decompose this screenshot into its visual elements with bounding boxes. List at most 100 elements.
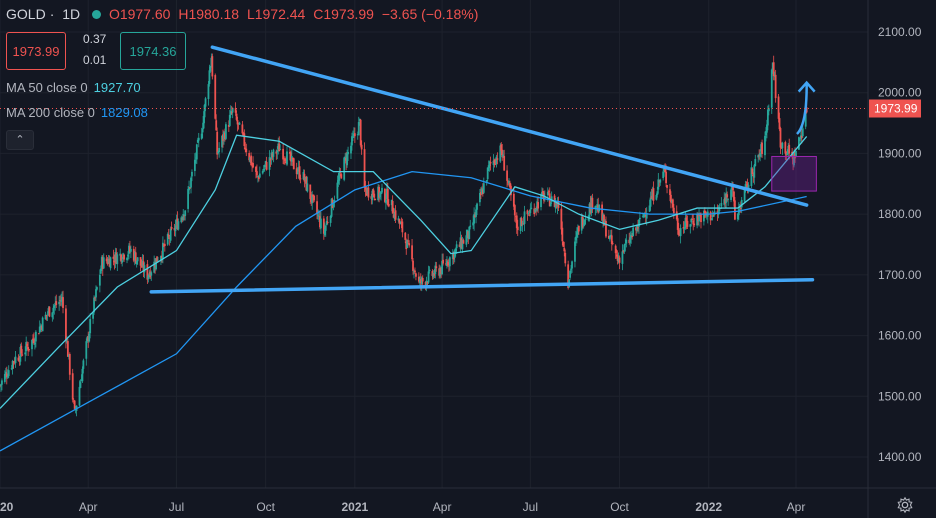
candle-body bbox=[211, 56, 214, 77]
candle-body bbox=[209, 66, 212, 72]
collapse-legend-icon[interactable]: ⌃ bbox=[6, 130, 34, 150]
candle-body bbox=[652, 188, 655, 201]
candle-body bbox=[432, 272, 435, 278]
candle-body bbox=[493, 159, 496, 164]
candle-body bbox=[344, 156, 347, 158]
candle-body bbox=[100, 257, 103, 270]
candle-body bbox=[648, 205, 651, 212]
candle-body bbox=[241, 124, 244, 134]
ma50-legend[interactable]: MA 50 close 0 1927.70 bbox=[6, 80, 141, 95]
candle-body bbox=[452, 252, 455, 260]
candle-body bbox=[309, 184, 312, 199]
candle-body bbox=[530, 207, 533, 209]
candle-body bbox=[366, 187, 369, 194]
candle-body bbox=[774, 74, 777, 99]
candle-body bbox=[451, 252, 454, 259]
candle-body bbox=[378, 186, 380, 198]
candle-body bbox=[187, 188, 189, 209]
candle-body bbox=[72, 400, 75, 402]
candle-body bbox=[711, 214, 714, 218]
candle-body bbox=[337, 180, 340, 184]
candle-body bbox=[54, 302, 57, 306]
candle-body bbox=[115, 252, 118, 264]
order-quantity[interactable]: 0.01 bbox=[83, 53, 107, 67]
candle-body bbox=[319, 216, 321, 228]
buy-button[interactable]: 1974.36 bbox=[120, 32, 186, 70]
candle-body bbox=[736, 213, 739, 220]
candle-body bbox=[284, 158, 286, 161]
ma50-line bbox=[0, 134, 808, 409]
candle-body bbox=[685, 217, 688, 223]
candle-body bbox=[550, 196, 553, 202]
candle-body bbox=[723, 199, 726, 205]
trendline[interactable] bbox=[149, 277, 815, 294]
candle-body bbox=[473, 214, 476, 224]
candle-body bbox=[126, 257, 128, 261]
candle-body bbox=[285, 161, 287, 163]
candle-body bbox=[515, 215, 518, 229]
candle-body bbox=[533, 208, 536, 215]
candle-body bbox=[414, 270, 416, 273]
candle-body bbox=[759, 152, 762, 157]
candle-body bbox=[555, 202, 558, 206]
candle-body bbox=[624, 244, 627, 245]
candle-body bbox=[286, 151, 288, 165]
candle-body bbox=[238, 122, 241, 125]
candle-body bbox=[257, 176, 260, 180]
candle-body bbox=[710, 218, 713, 220]
candle-body bbox=[85, 341, 88, 359]
candle-body bbox=[316, 201, 318, 214]
candle-body bbox=[353, 133, 356, 137]
settings-gear-icon[interactable] bbox=[896, 496, 914, 514]
candle-body bbox=[575, 236, 577, 241]
candle-body bbox=[304, 176, 307, 181]
ma200-legend[interactable]: MA 200 close 0 1829.08 bbox=[6, 105, 148, 120]
candle-body bbox=[603, 215, 605, 226]
candle-body bbox=[560, 208, 563, 230]
candle-body bbox=[177, 221, 180, 230]
candle-body bbox=[352, 133, 355, 137]
candle-body bbox=[622, 250, 625, 252]
interval[interactable]: 1D bbox=[62, 6, 81, 22]
candle-body bbox=[329, 215, 332, 223]
candle-body bbox=[438, 268, 441, 276]
candle-body bbox=[596, 204, 599, 208]
candle-body bbox=[738, 207, 741, 209]
candle-body bbox=[200, 133, 203, 139]
candle-body bbox=[727, 198, 730, 200]
candle-body bbox=[645, 213, 648, 219]
candle-body bbox=[160, 256, 162, 262]
candle-body bbox=[149, 271, 152, 278]
candle-body bbox=[215, 120, 218, 131]
candle-body bbox=[411, 245, 413, 260]
candle-body bbox=[313, 195, 316, 201]
candle-body bbox=[604, 221, 606, 225]
candle-body bbox=[323, 229, 326, 236]
candle-body bbox=[767, 108, 770, 112]
candle-body bbox=[425, 280, 428, 286]
candle-body bbox=[311, 194, 314, 204]
candle-body bbox=[31, 339, 33, 350]
candle-body bbox=[658, 180, 661, 182]
ma200-label: MA 200 close 0 bbox=[6, 105, 95, 120]
candle-body bbox=[591, 197, 594, 210]
forecast-arrow-head[interactable] bbox=[797, 80, 816, 93]
candle-body bbox=[306, 183, 309, 192]
candle-body bbox=[392, 214, 395, 218]
ohlc-open: O1977.60 bbox=[108, 6, 171, 22]
candle-body bbox=[760, 144, 762, 152]
candle-body bbox=[86, 336, 89, 342]
forecast-arrow[interactable] bbox=[796, 83, 808, 135]
symbol-name[interactable]: GOLD bbox=[6, 6, 46, 22]
candle-body bbox=[542, 191, 544, 194]
trendline[interactable] bbox=[210, 45, 809, 207]
candle-body bbox=[108, 258, 111, 267]
candle-body bbox=[495, 156, 498, 165]
candle-body bbox=[614, 245, 617, 254]
candle-body bbox=[569, 270, 571, 278]
candle-body bbox=[546, 191, 549, 196]
candle-body bbox=[202, 116, 205, 129]
sell-button[interactable]: 1973.99 bbox=[6, 32, 66, 70]
candle-body bbox=[795, 151, 797, 158]
